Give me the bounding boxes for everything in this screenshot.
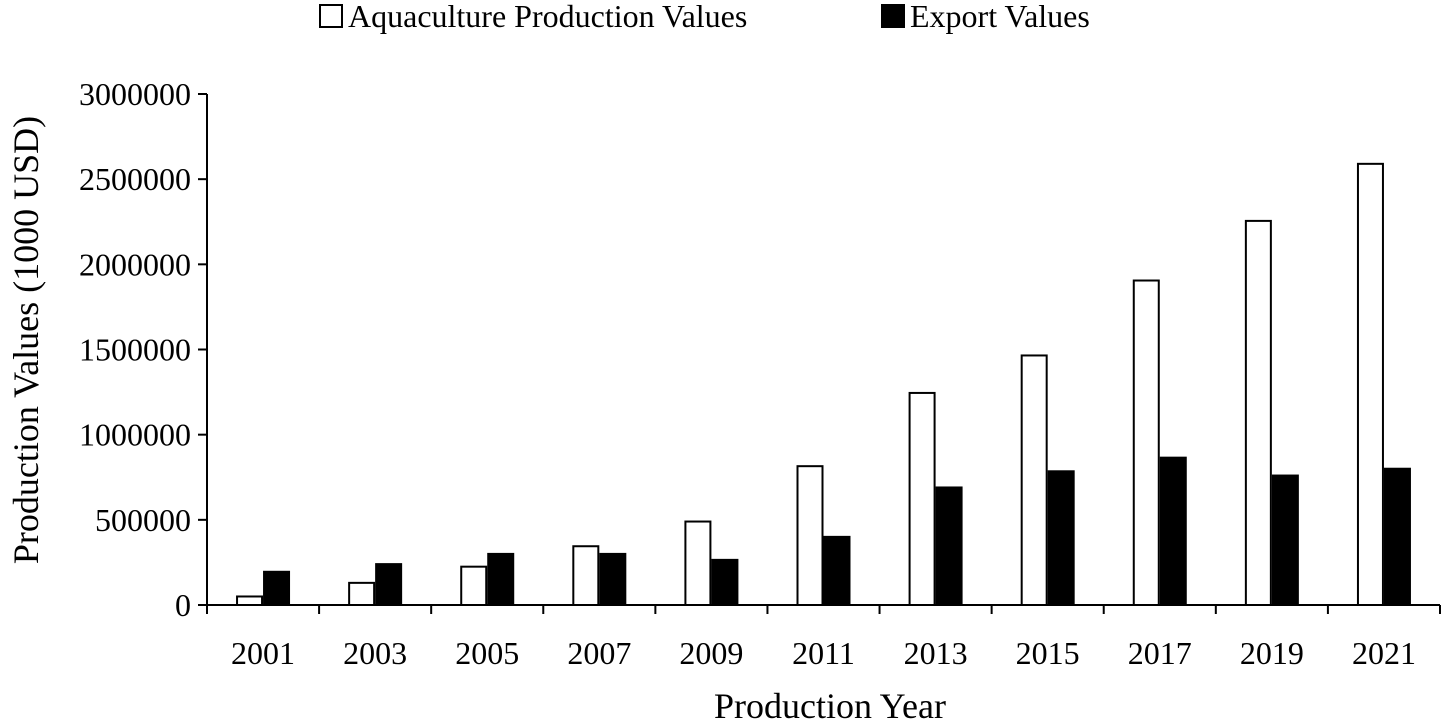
x-tick-label: 2015 [1016,635,1080,671]
bar-export-2019 [1271,474,1299,606]
bar-export-2003 [375,563,403,606]
bar-aquaculture-2007 [572,545,600,606]
bar-aquaculture-2011 [796,465,824,607]
bar-export-2009 [711,558,739,607]
y-tick-label: 2000000 [79,246,191,282]
x-axis: 2001 2003 2005 2007 2009 2011 2013 2015 2017 2019… [206,604,1441,671]
bar-export-2021 [1383,467,1411,606]
y-axis: 0 500000 1000000 1500000 2000000 2500000 30000… [79,76,208,623]
bar-export-2011 [823,535,851,606]
bar-export-2005 [487,552,515,607]
x-axis-title: Production Year [714,686,946,722]
legend-label-aquaculture: Aquaculture Production Values [348,0,747,34]
bar-aquaculture-2019 [1244,219,1272,606]
x-tick-label: 2013 [904,635,968,671]
x-tick-label: 2007 [567,635,631,671]
bar-aquaculture-2003 [348,581,376,607]
y-tick-label: 1500000 [79,332,191,368]
legend-swatch-aquaculture [319,4,343,28]
bar-export-2013 [935,486,963,606]
x-tick-label: 2017 [1128,635,1192,671]
bar-export-2017 [1159,456,1187,606]
x-tick-label: 2003 [343,635,407,671]
x-tick-label: 2005 [455,635,519,671]
bar-aquaculture-2015 [1020,354,1048,606]
legend: Aquaculture Production Values Export Val… [319,0,1090,34]
y-axis-title: Production Values (1000 USD) [6,116,46,564]
x-tick-label: 2019 [1240,635,1304,671]
y-tick-label: 0 [175,587,191,623]
legend-swatch-export [881,4,905,28]
bar-aquaculture-2021 [1356,162,1384,606]
x-tick-label: 2011 [792,635,855,671]
bar-aquaculture-2001 [236,595,264,607]
y-tick-label: 3000000 [79,76,191,112]
y-tick-label: 500000 [95,502,191,538]
bar-aquaculture-2017 [1132,279,1160,606]
bar-aquaculture-2005 [460,565,488,606]
bar-export-2001 [263,570,291,606]
x-tick-label: 2009 [679,635,743,671]
bar-aquaculture-2013 [908,391,936,606]
y-tick-label: 1000000 [79,417,191,453]
x-tick-label: 2021 [1352,635,1416,671]
x-tick-label: 2001 [231,635,295,671]
legend-label-export: Export Values [910,0,1090,34]
bar-export-2015 [1047,470,1075,606]
bars-group [236,162,1411,607]
bar-aquaculture-2009 [684,520,712,607]
y-tick-label: 2500000 [79,161,191,197]
bar-export-2007 [599,552,627,607]
